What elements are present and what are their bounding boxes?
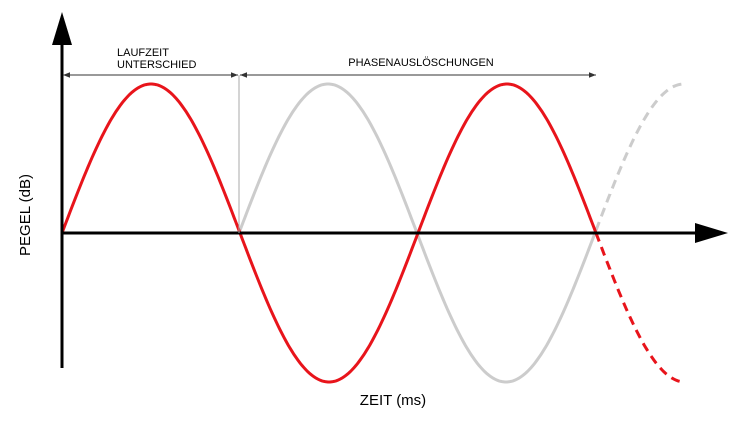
- x-axis-arrow: [695, 223, 728, 243]
- original-wave: [60, 82, 598, 384]
- cancellation-label: PHASENAUSLÖSCHUNGEN: [348, 57, 494, 69]
- y-axis-label: PEGEL (dB): [17, 174, 34, 256]
- y-axis-arrow: [52, 12, 72, 45]
- x-axis-label: ZEIT (ms): [360, 392, 426, 409]
- delayed-wave-continued: [594, 82, 685, 231]
- delay-label: LAUFZEIT: [117, 47, 169, 59]
- delay-label: UNTERSCHIED: [117, 59, 197, 71]
- original-wave-continued: [594, 232, 685, 384]
